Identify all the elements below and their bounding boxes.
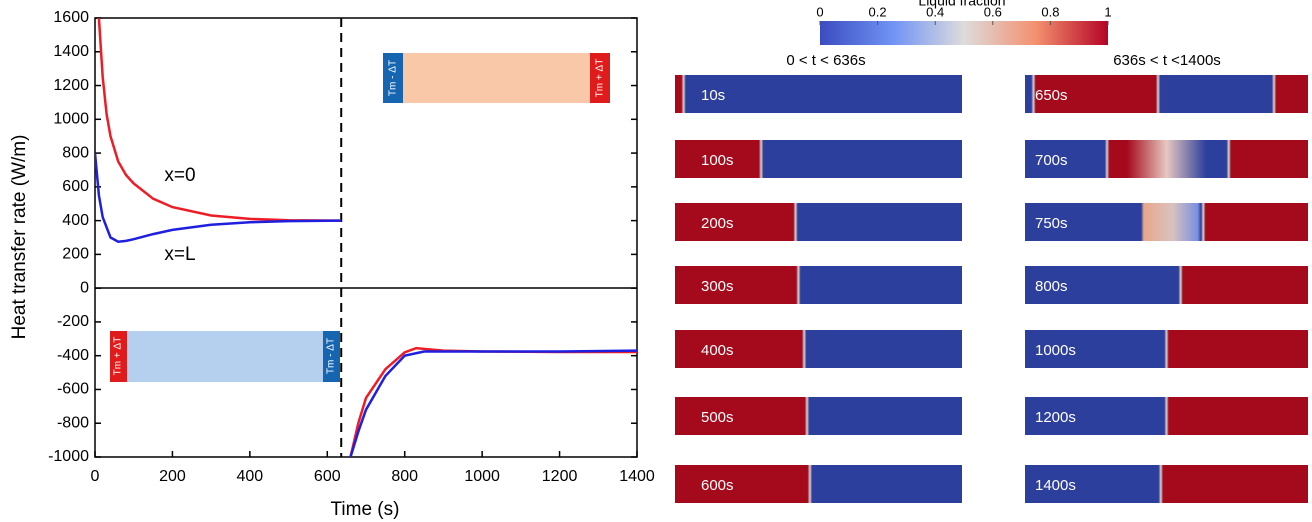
snapshot-label: 300s [701,278,734,295]
y-tick-label: 1600 [53,9,89,26]
inset-label: Tm - ΔT [388,60,399,96]
inset-label: Tm - ΔT [326,338,337,374]
y-tick-label: 1000 [53,111,89,128]
colorbar-tick-label: 0.8 [1041,4,1059,19]
x-tick-label: 0 [91,468,100,485]
y-tick-label: -800 [57,414,89,431]
x-tick-label: 600 [314,468,341,485]
inset-label: Tm + ΔT [113,337,124,376]
snapshot-label: 600s [701,477,734,494]
snapshot-label: 100s [701,152,734,169]
snapshot-label: 1000s [1035,342,1076,359]
colorbar-tick-label: 0.2 [869,4,887,19]
y-tick-label: 1400 [53,43,89,60]
colorbar-tick-label: 0 [816,4,823,19]
x-tick-label: 1000 [464,468,500,485]
y-tick-label: 800 [62,144,89,161]
inset-label: Tm + ΔT [595,59,606,98]
colorbar-tick-label: 0.6 [984,4,1002,19]
series-line [95,153,637,457]
snapshot-label: 1400s [1035,477,1076,494]
inset: Tm + ΔT Tm - ΔT [110,331,340,382]
snapshot-label: 400s [701,342,734,359]
y-axis-label: Heat transfer rate (W/m) [9,135,30,340]
series-label: x=L [164,244,195,265]
y-tick-label: 1200 [53,77,89,94]
x-tick-label: 200 [159,468,186,485]
y-tick-label: 0 [80,279,89,296]
snapshot-label: 700s [1035,152,1068,169]
snapshot-label: 1200s [1035,409,1076,426]
figure: Time (s) Heat transfer rate (W/m) x=0 x=… [0,0,1312,522]
x-tick-label: 1200 [542,468,578,485]
inset: Tm - ΔT Tm + ΔT [383,53,610,103]
y-tick-label: -1000 [48,448,89,465]
y-tick-label: 400 [62,212,89,229]
snapshot-label: 10s [701,87,725,104]
y-tick-label: -400 [57,347,89,364]
y-tick-label: 200 [62,246,89,263]
column-title: 636s < t <1400s [1113,52,1221,69]
y-tick-label: -600 [57,381,89,398]
y-tick-label: 600 [62,178,89,195]
x-axis-label: Time (s) [331,499,400,520]
snapshot-label: 750s [1035,215,1068,232]
colorbar [820,21,1108,45]
y-tick-label: -200 [57,313,89,330]
snapshot-label: 200s [701,215,734,232]
colorbar-tick-label: 0.4 [926,4,944,19]
column-title: 0 < t < 636s [786,52,865,69]
colorbar-tick-label: 1 [1104,4,1111,19]
series-label: x=0 [164,165,195,186]
x-tick-label: 1400 [619,468,655,485]
x-tick-label: 800 [391,468,418,485]
snapshot-label: 800s [1035,278,1068,295]
x-tick-label: 400 [237,468,264,485]
snapshot-label: 500s [701,409,734,426]
snapshot-label: 650s [1035,87,1068,104]
